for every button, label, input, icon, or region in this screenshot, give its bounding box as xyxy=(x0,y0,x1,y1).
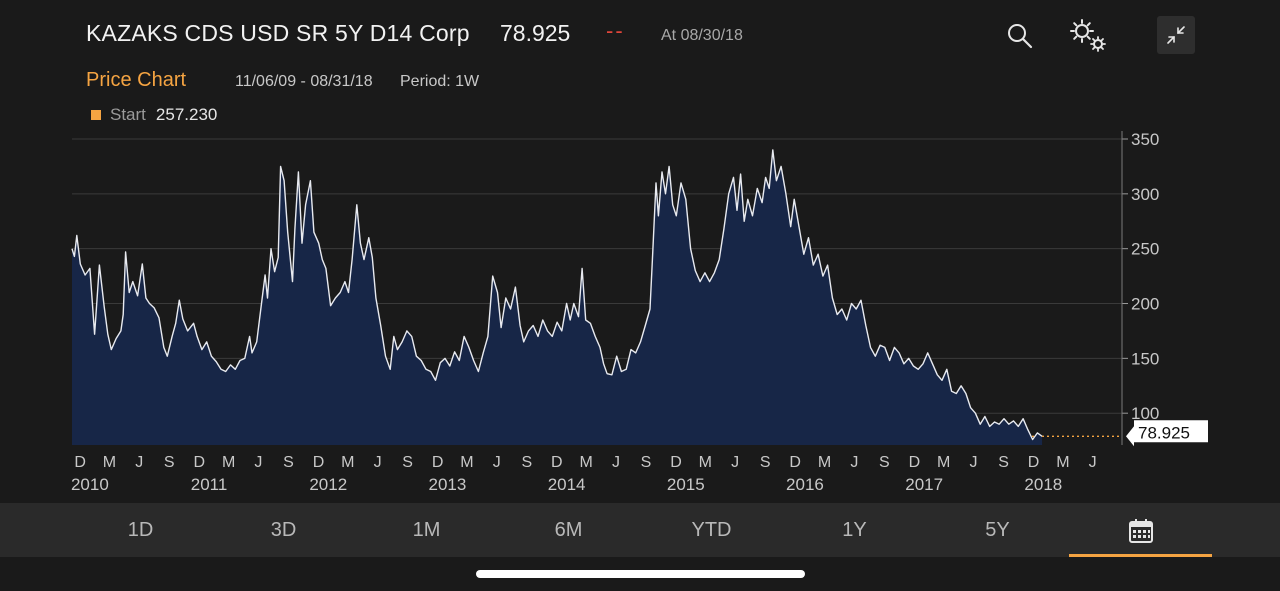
x-tick-label: M xyxy=(222,454,235,471)
x-tick-label: S xyxy=(760,454,771,471)
series-line xyxy=(71,149,1043,441)
x-tick-label: M xyxy=(341,454,354,471)
x-tick-label: D xyxy=(909,454,921,471)
x-tick-label: M xyxy=(460,454,473,471)
x-tick-label: J xyxy=(969,454,977,471)
x-tick-label: M xyxy=(818,454,831,471)
last-price: 78.925 xyxy=(500,20,571,46)
x-year-label: 2010 xyxy=(71,475,109,494)
y-tick-label: 200 xyxy=(1131,295,1159,314)
series-layer xyxy=(71,149,1043,445)
x-tick-label: S xyxy=(879,454,890,471)
x-tick-label: J xyxy=(850,454,858,471)
chart-header: KAZAKS CDS USD SR 5Y D14 Corp 78.925 -- … xyxy=(0,0,1280,60)
x-tick-label: D xyxy=(432,454,444,471)
x-tick-label: J xyxy=(731,454,739,471)
price-tag-group: 78.925 xyxy=(1126,420,1208,447)
tab-1d[interactable]: 1D xyxy=(127,519,154,541)
gear-icon xyxy=(1070,19,1106,52)
x-tick-label: J xyxy=(135,454,143,471)
price-tag-label: 78.925 xyxy=(1138,423,1190,442)
date-range: 11/06/09 - 08/31/18 xyxy=(235,73,373,90)
x-tick-label: D xyxy=(74,454,86,471)
search-icon xyxy=(1008,24,1033,49)
series-area xyxy=(72,150,1043,445)
x-tick-label: S xyxy=(521,454,532,471)
tab-6m[interactable]: 6M xyxy=(554,519,583,541)
y-tick-label: 100 xyxy=(1131,404,1159,423)
x-tick-label: J xyxy=(374,454,382,471)
x-year-label: 2013 xyxy=(429,475,467,494)
x-year-label: 2014 xyxy=(548,475,586,494)
x-year-label: 2018 xyxy=(1024,475,1062,494)
tab-1y[interactable]: 1Y xyxy=(842,519,867,541)
tab-ytd[interactable]: YTD xyxy=(691,519,732,541)
y-axis: 100 150 200 250 300 350 xyxy=(1121,130,1159,445)
x-tick-label: D xyxy=(789,454,801,471)
chart-title: Price Chart xyxy=(86,69,187,91)
price-tag-shape xyxy=(1126,420,1208,447)
security-title: KAZAKS CDS USD SR 5Y D14 Corp xyxy=(86,20,470,46)
x-tick-label: M xyxy=(579,454,592,471)
settings-button[interactable] xyxy=(1066,14,1112,58)
x-tick-label: S xyxy=(283,454,294,471)
x-tick-label: S xyxy=(164,454,175,471)
x-year-label: 2017 xyxy=(905,475,943,494)
x-year-label: 2016 xyxy=(786,475,824,494)
legend-value: 257.230 xyxy=(155,105,218,124)
legend-name: Start xyxy=(110,105,146,124)
x-tick-label: J xyxy=(612,454,620,471)
tab-1m[interactable]: 1M xyxy=(412,519,441,541)
search-button[interactable] xyxy=(1000,16,1040,56)
price-change: -- xyxy=(606,18,625,43)
as-of-date: At 08/30/18 xyxy=(661,27,743,44)
x-tick-label: M xyxy=(937,454,950,471)
x-year-label: 2012 xyxy=(309,475,347,494)
y-tick-label: 250 xyxy=(1131,240,1159,259)
x-tick-label: D xyxy=(313,454,325,471)
y-tick-label: 350 xyxy=(1131,130,1159,149)
x-tick-label: M xyxy=(103,454,116,471)
x-tick-label: S xyxy=(998,454,1009,471)
tab-3d[interactable]: 3D xyxy=(270,519,297,541)
calendar-icon xyxy=(1128,518,1153,543)
x-tick-label: J xyxy=(1089,454,1097,471)
period-label[interactable]: Period: 1W xyxy=(400,73,480,90)
x-tick-label: D xyxy=(194,454,206,471)
x-tick-label: S xyxy=(402,454,413,471)
y-tick-label: 150 xyxy=(1131,349,1159,368)
x-tick-label: M xyxy=(699,454,712,471)
legend-swatch xyxy=(91,110,101,120)
x-tick-label: D xyxy=(551,454,563,471)
period-tabs: 1D 3D 1M 6M YTD 1Y 5Y xyxy=(0,503,1280,557)
legend: Start 257.230 xyxy=(91,105,217,125)
y-tick-label: 300 xyxy=(1131,185,1159,204)
x-year-label: 2015 xyxy=(667,475,705,494)
x-tick-label: D xyxy=(670,454,682,471)
x-tick-label: S xyxy=(641,454,652,471)
x-tick-label: J xyxy=(254,454,262,471)
x-tick-label: M xyxy=(1056,454,1069,471)
x-year-label: 2011 xyxy=(191,475,228,494)
x-tick-label: J xyxy=(493,454,501,471)
collapse-button[interactable] xyxy=(1157,16,1195,54)
tab-5y[interactable]: 5Y xyxy=(985,519,1010,541)
tab-calendar[interactable] xyxy=(1069,503,1212,557)
collapse-icon xyxy=(1167,26,1185,44)
x-tick-label: D xyxy=(1028,454,1040,471)
home-indicator[interactable] xyxy=(476,570,805,578)
